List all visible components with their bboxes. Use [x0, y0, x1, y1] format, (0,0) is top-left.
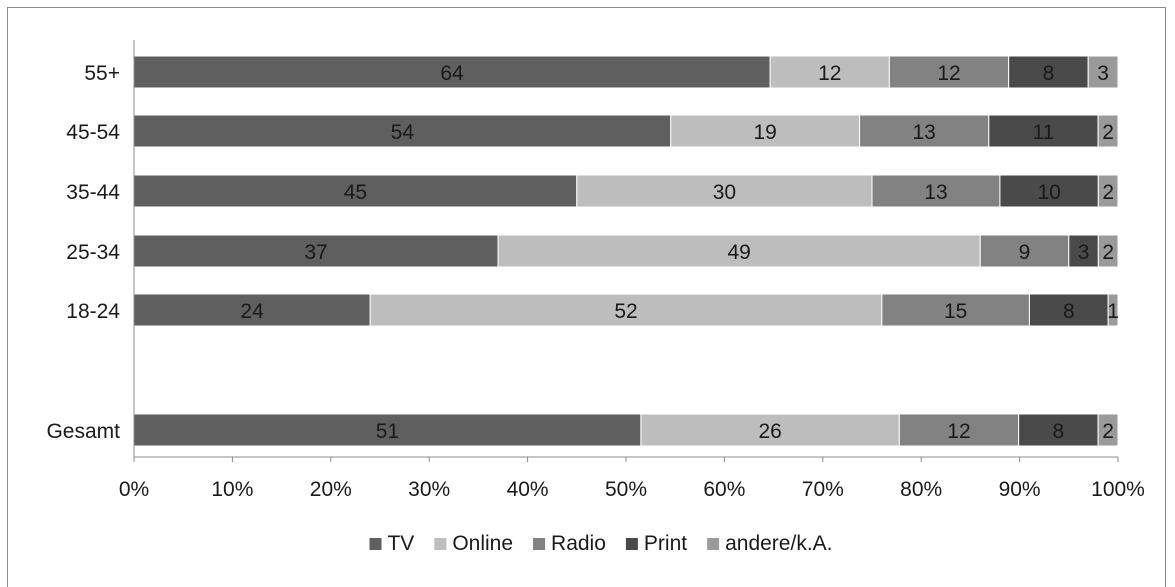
data-label-25-34-online: 49 — [727, 241, 750, 264]
data-label-55-online: 12 — [818, 62, 841, 85]
data-label-gesamt-print: 8 — [1053, 420, 1065, 443]
bar-gesamt-radio — [898, 413, 1020, 447]
data-label-35-44-print: 10 — [1037, 181, 1060, 204]
bars-layer — [133, 55, 1119, 447]
x-tick-label-60: 60% — [703, 478, 745, 501]
legend-swatch-radio — [533, 538, 546, 550]
bar-gesamt-tv — [133, 413, 642, 447]
bar-25-34-radio — [979, 234, 1070, 268]
data-label-55-andere-k-a: 3 — [1097, 62, 1109, 85]
bar-18-24-tv — [133, 293, 371, 327]
bar-25-34-andere-k-a — [1097, 234, 1119, 268]
bar-35-44-online — [576, 174, 873, 208]
bar-45-54-andere-k-a — [1097, 114, 1119, 148]
data-label-25-34-radio: 9 — [1019, 241, 1031, 264]
category-label-55: 55+ — [84, 62, 120, 85]
x-tick-label-70: 70% — [802, 478, 844, 501]
x-tick-label-0: 0% — [119, 478, 149, 501]
bar-35-44-print — [999, 174, 1099, 208]
x-tick-label-100: 100% — [1091, 478, 1145, 501]
data-label-gesamt-andere-k-a: 2 — [1102, 420, 1114, 443]
bar-55-radio — [888, 55, 1010, 89]
bar-45-54-tv — [133, 114, 672, 148]
category-label-35-44: 35-44 — [66, 181, 120, 204]
data-label-45-54-radio: 13 — [913, 121, 936, 144]
data-label-55-tv: 64 — [440, 62, 464, 85]
x-tick-label-90: 90% — [999, 478, 1041, 501]
category-labels: 55+ 45-54 35-44 25-34 18-24 Gesamt — [46, 62, 120, 443]
bar-35-44-tv — [133, 174, 578, 208]
legend-label-andere-k-a: andere/k.A. — [725, 532, 832, 555]
legend-swatch-online — [434, 538, 447, 550]
data-label-gesamt-online: 26 — [758, 420, 781, 443]
data-label-45-54-andere-k-a: 2 — [1102, 121, 1114, 144]
legend-label-tv: TV — [387, 532, 414, 555]
data-label-gesamt-radio: 12 — [947, 420, 970, 443]
data-label-35-44-tv: 45 — [344, 181, 367, 204]
data-label-25-34-tv: 37 — [304, 241, 327, 264]
data-label-35-44-radio: 13 — [924, 181, 947, 204]
legend-swatch-andere-k-a — [707, 538, 720, 550]
x-tick-label-80: 80% — [900, 478, 942, 501]
bar-18-24-andere-k-a — [1107, 293, 1119, 327]
axes — [133, 40, 1119, 462]
x-tick-label-40: 40% — [507, 478, 549, 501]
bar-gesamt-andere-k-a — [1097, 413, 1119, 447]
category-label-25-34: 25-34 — [66, 241, 120, 264]
data-label-18-24-online: 52 — [614, 300, 637, 323]
bar-gesamt-online — [640, 413, 900, 447]
category-label-gesamt: Gesamt — [46, 420, 120, 443]
legend-label-print: Print — [644, 532, 687, 555]
data-label-45-54-print: 11 — [1033, 121, 1055, 144]
category-label-45-54: 45-54 — [66, 121, 120, 144]
data-label-gesamt-tv: 51 — [376, 420, 399, 443]
data-label-55-print: 8 — [1043, 62, 1055, 85]
bar-25-34-online — [497, 234, 981, 268]
data-label-18-24-andere-k-a: 1 — [1107, 300, 1119, 323]
legend-label-radio: Radio — [551, 532, 606, 555]
data-label-55-radio: 12 — [937, 62, 960, 85]
x-tick-label-30: 30% — [408, 478, 450, 501]
data-label-25-34-andere-k-a: 2 — [1102, 241, 1114, 264]
bar-55-online — [769, 55, 890, 89]
legend: TV Online Radio Print andere/k.A. — [369, 532, 833, 555]
data-label-18-24-radio: 15 — [944, 300, 967, 323]
data-label-25-34-print: 3 — [1078, 241, 1090, 264]
x-tick-label-50: 50% — [605, 478, 647, 501]
bar-55-andere-k-a — [1087, 55, 1119, 89]
x-tick-label-20: 20% — [310, 478, 352, 501]
bar-18-24-radio — [881, 293, 1030, 327]
bar-25-34-tv — [133, 234, 499, 268]
bar-45-54-print — [988, 114, 1099, 148]
data-label-35-44-online: 30 — [713, 181, 736, 204]
bar-18-24-online — [369, 293, 883, 327]
legend-label-online: Online — [452, 532, 513, 555]
data-label-45-54-online: 19 — [753, 121, 776, 144]
x-tick-labels: 0% 10% 20% 30% 40% 50% 60% 70% 80% 90% 100% — [119, 478, 1145, 501]
category-label-18-24: 18-24 — [66, 300, 120, 323]
data-label-18-24-print: 8 — [1063, 300, 1075, 323]
bar-35-44-andere-k-a — [1097, 174, 1119, 208]
data-label-45-54-tv: 54 — [391, 121, 415, 144]
legend-swatch-print — [625, 538, 638, 550]
chart-frame — [7, 7, 1166, 587]
bar-25-34-print — [1068, 234, 1099, 268]
data-label-35-44-andere-k-a: 2 — [1102, 181, 1114, 204]
data-label-18-24-tv: 24 — [240, 300, 264, 323]
bar-18-24-print — [1028, 293, 1109, 327]
data-labels-layer: 64 12 12 8 354 19 13 11 245 30 13 10 237 49 9 3 224 52 15 8… — [240, 62, 1119, 443]
x-tick-label-10: 10% — [211, 478, 253, 501]
bar-35-44-radio — [871, 174, 1001, 208]
legend-swatch-tv — [369, 538, 382, 550]
